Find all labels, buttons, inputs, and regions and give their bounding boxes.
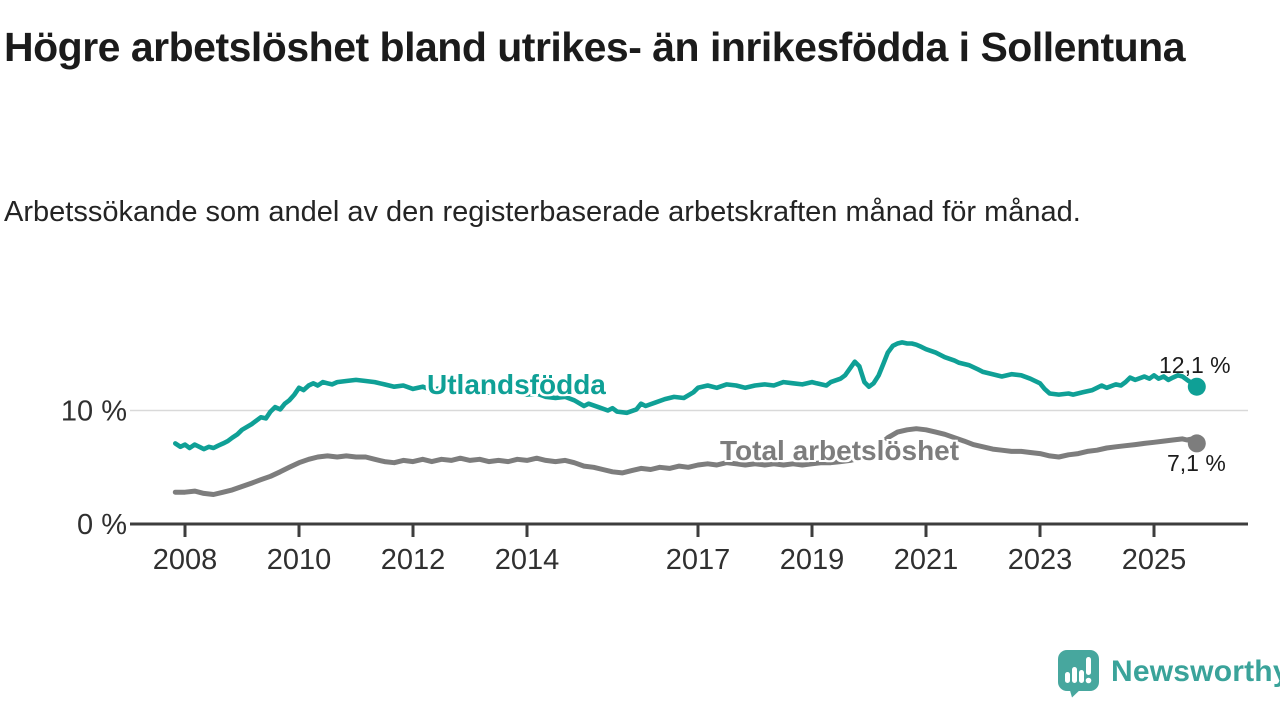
y-axis-label-10: 10 % xyxy=(61,396,127,428)
series-end-dot-total-arbetsloshet xyxy=(1187,434,1206,453)
x-tick-label-2023: 2023 xyxy=(1008,544,1073,576)
x-tick-label-2019: 2019 xyxy=(780,544,845,576)
series-end-dot-utlandsfodda xyxy=(1187,377,1206,396)
newsworthy-logo: Newsworthy xyxy=(1058,650,1280,698)
x-tick-label-2021: 2021 xyxy=(894,544,959,576)
end-value-label-utlandsfodda: 12,1 % xyxy=(1159,352,1231,378)
page-title: Högre arbetslöshet bland utrikes- än inr… xyxy=(4,24,1186,70)
x-tick-label-2008: 2008 xyxy=(153,544,218,576)
series-line-utlandsfodda xyxy=(173,340,1200,452)
y-axis-label-0: 0 % xyxy=(77,509,127,541)
series-label-utlandsfodda: Utlandsfödda xyxy=(427,369,606,400)
series-label-total-arbetsloshet: Total arbetslöshet xyxy=(720,435,960,466)
x-tick-label-2017: 2017 xyxy=(666,544,731,576)
x-tick-label-2025: 2025 xyxy=(1122,544,1187,576)
x-tick-label-2014: 2014 xyxy=(495,544,560,576)
end-value-label-total: 7,1 % xyxy=(1167,450,1226,476)
x-tick-label-2010: 2010 xyxy=(267,544,332,576)
x-tick-label-2012: 2012 xyxy=(381,544,446,576)
page-subtitle: Arbetssökande som andel av den registerb… xyxy=(4,196,1081,228)
newsworthy-logo-text: Newsworthy xyxy=(1111,655,1280,688)
series-line-total-arbetsloshet xyxy=(172,426,1200,497)
bar-chart-speech-bubble-icon xyxy=(1058,650,1099,698)
